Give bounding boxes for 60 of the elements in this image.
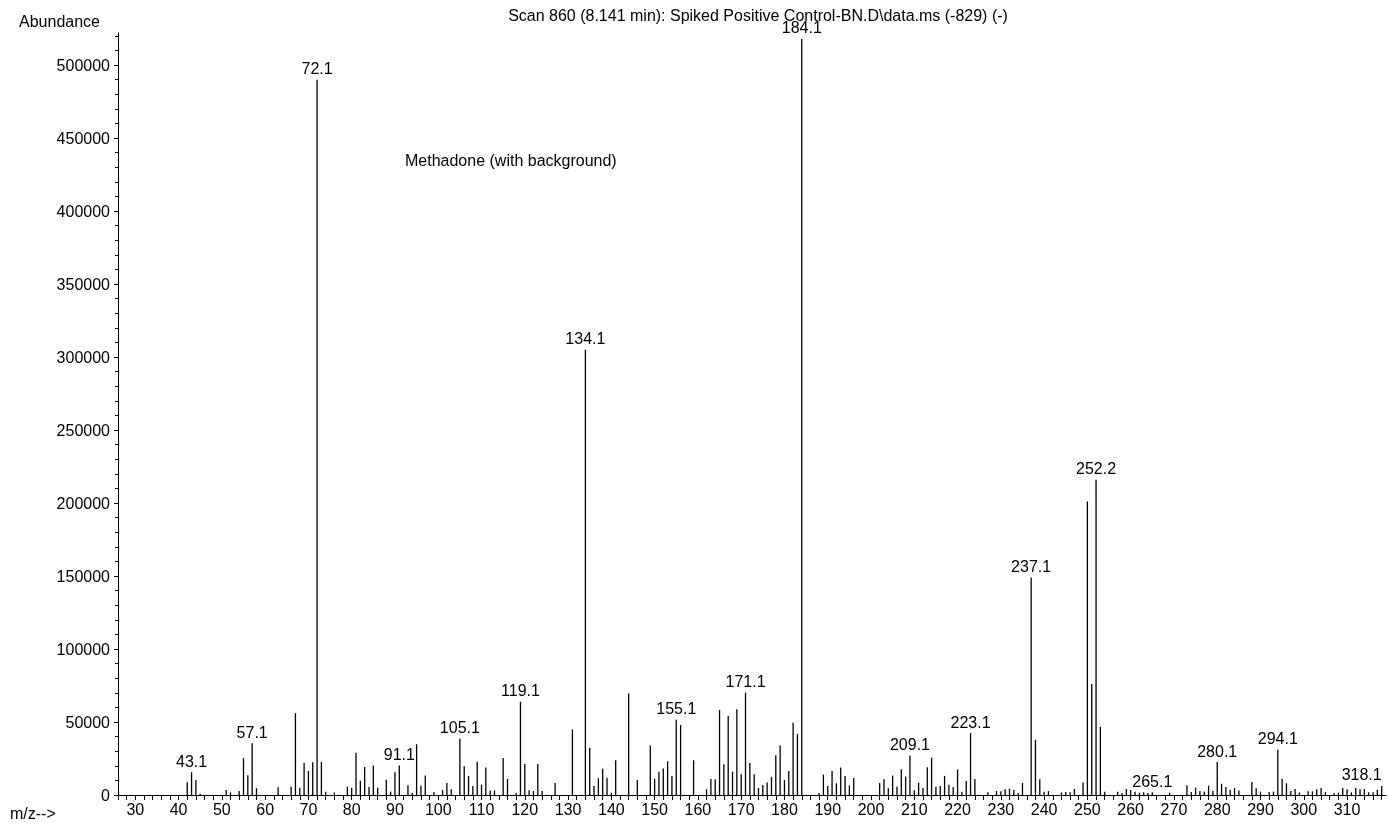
x-tick-label: 270 — [1160, 800, 1188, 818]
x-tick-label: 60 — [256, 800, 275, 818]
annotation: 134.1 — [565, 330, 606, 348]
annotation: 209.1 — [889, 736, 931, 754]
annotation: Methadone (with background) — [405, 151, 617, 169]
x-tick-label: 260 — [1117, 800, 1145, 818]
x-tick-label: 250 — [1074, 800, 1101, 818]
x-tick-label: 300 — [1290, 800, 1318, 818]
x-tick-label: 80 — [342, 800, 361, 818]
annotation: 91.1 — [383, 746, 415, 764]
annotation: 318.1 — [1341, 766, 1382, 784]
x-tick-label: 90 — [386, 800, 404, 818]
x-tick-label: 280 — [1203, 800, 1231, 818]
y-tick-label: 400000 — [56, 202, 111, 220]
annotation: 119.1 — [501, 682, 540, 700]
y-tick-label: 0 — [101, 786, 111, 804]
x-tick-label: 100 — [424, 800, 452, 818]
y-axis-title: Abundance — [19, 12, 101, 30]
x-tick-label: 190 — [814, 800, 842, 818]
x-tick-label: 200 — [857, 800, 885, 818]
x-tick-label: 130 — [554, 800, 582, 818]
x-tick-label: 210 — [900, 800, 928, 818]
x-tick-label: 110 — [468, 800, 495, 818]
y-tick-label: 350000 — [56, 275, 111, 293]
y-tick-label: 250000 — [56, 421, 111, 439]
annotation: 72.1 — [301, 60, 333, 78]
x-tick-label: 140 — [598, 800, 625, 818]
annotation: 171.1 — [725, 673, 766, 691]
x-tick-label: 50 — [212, 800, 231, 818]
y-tick-label: 300000 — [56, 348, 111, 366]
y-tick-label: 100000 — [56, 640, 111, 658]
y-tick-label: 200000 — [56, 494, 111, 512]
x-tick-label: 310 — [1333, 800, 1361, 818]
x-axis-title: m/z--> — [10, 804, 56, 822]
x-tick-label: 40 — [169, 800, 188, 818]
x-tick-label: 230 — [987, 800, 1015, 818]
annotation: 294.1 — [1257, 730, 1298, 748]
x-tick-label: 220 — [944, 800, 972, 818]
x-tick-label: 70 — [299, 800, 318, 818]
y-tick-label: 150000 — [56, 567, 111, 585]
y-tick-label: 50000 — [65, 713, 111, 731]
x-tick-label: 290 — [1247, 800, 1274, 818]
x-tick-label: 240 — [1030, 800, 1058, 818]
annotation: 237.1 — [1011, 557, 1052, 575]
annotation: 223.1 — [950, 713, 991, 731]
annotation: 155.1 — [656, 700, 697, 718]
annotation: 252.2 — [1076, 460, 1117, 478]
annotation: 105.1 — [439, 719, 480, 737]
x-tick-label: 30 — [126, 800, 145, 818]
x-tick-label: 120 — [511, 800, 539, 818]
y-tick-label: 450000 — [56, 129, 111, 147]
x-tick-label: 150 — [641, 800, 669, 818]
annotation: 57.1 — [236, 723, 268, 741]
annotation: 280.1 — [1197, 742, 1238, 760]
annotation: 265.1 — [1132, 772, 1173, 790]
y-tick-label: 500000 — [56, 56, 111, 74]
annotation: 43.1 — [176, 752, 208, 770]
x-tick-label: 180 — [771, 800, 798, 818]
x-tick-label: 170 — [727, 800, 755, 818]
x-tick-label: 160 — [684, 800, 712, 818]
